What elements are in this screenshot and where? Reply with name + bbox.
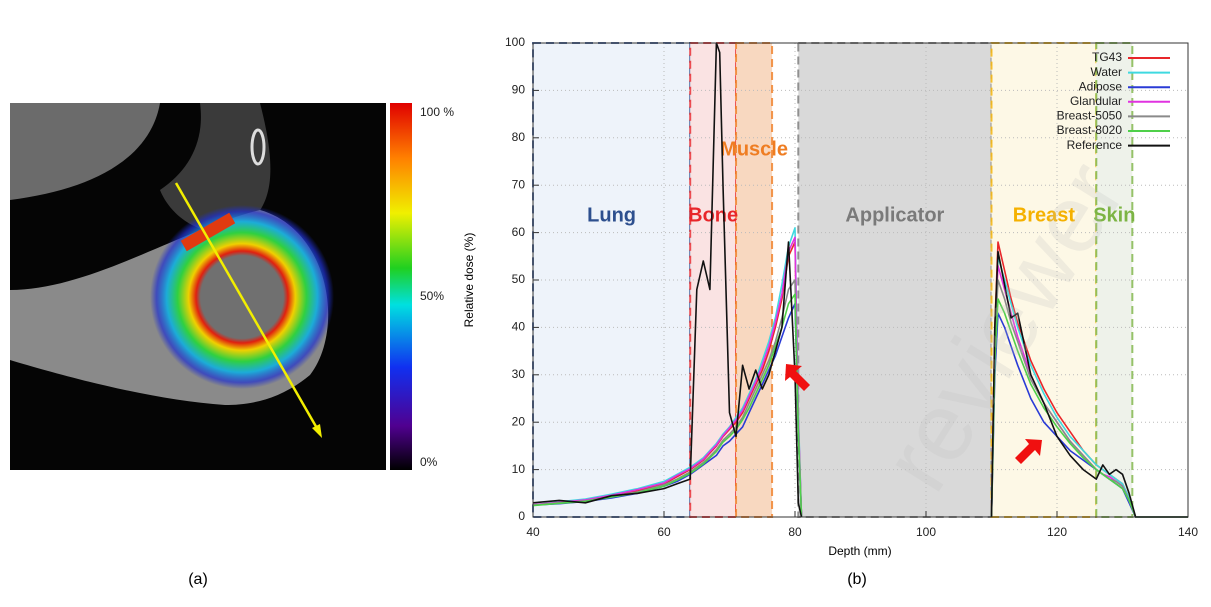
ct-image — [10, 103, 386, 470]
legend-label: Water — [1090, 65, 1122, 79]
y-tick-label: 20 — [512, 414, 526, 428]
caption: (b) — [847, 571, 867, 588]
x-axis-label: Depth (mm) — [828, 544, 891, 558]
region-label: Lung — [587, 204, 636, 226]
y-tick-label: 60 — [512, 225, 526, 239]
legend-label: TG43 — [1092, 50, 1122, 64]
y-tick-label: 80 — [512, 130, 526, 144]
colorbar-label: 100 % — [420, 105, 454, 119]
x-tick-label: 140 — [1178, 525, 1198, 539]
x-tick-label: 80 — [788, 525, 802, 539]
y-tick-label: 40 — [512, 320, 526, 334]
colorbar-label: 50% — [420, 289, 444, 303]
region — [533, 43, 690, 517]
x-tick-label: 40 — [526, 525, 540, 539]
colorbar — [390, 103, 412, 470]
x-tick-label: 100 — [916, 525, 936, 539]
colorbar-label: 0% — [420, 455, 438, 469]
legend-label: Breast-5050 — [1057, 109, 1123, 123]
legend-label: Breast-8020 — [1057, 123, 1123, 137]
region-label: Bone — [688, 204, 738, 226]
y-tick-label: 70 — [512, 177, 526, 191]
y-tick-label: 10 — [512, 462, 526, 476]
region-label: Muscle — [720, 138, 788, 160]
legend-label: Reference — [1067, 138, 1123, 152]
x-tick-label: 60 — [657, 525, 671, 539]
y-tick-label: 90 — [512, 83, 526, 97]
y-axis-label: Relative dose (%) — [462, 233, 476, 328]
legend-label: Adipose — [1079, 79, 1123, 93]
region-label: Applicator — [845, 204, 944, 226]
y-tick-label: 50 — [512, 272, 526, 286]
legend-label: Glandular — [1070, 94, 1122, 108]
x-tick-label: 120 — [1047, 525, 1067, 539]
y-tick-label: 0 — [518, 509, 525, 523]
caption: (a) — [188, 571, 208, 588]
y-tick-label: 100 — [505, 35, 525, 49]
figure: 100 % 50% 0% (a) Lung Bone Muscle Applicato… — [0, 0, 1211, 602]
y-tick-label: 30 — [512, 367, 526, 381]
